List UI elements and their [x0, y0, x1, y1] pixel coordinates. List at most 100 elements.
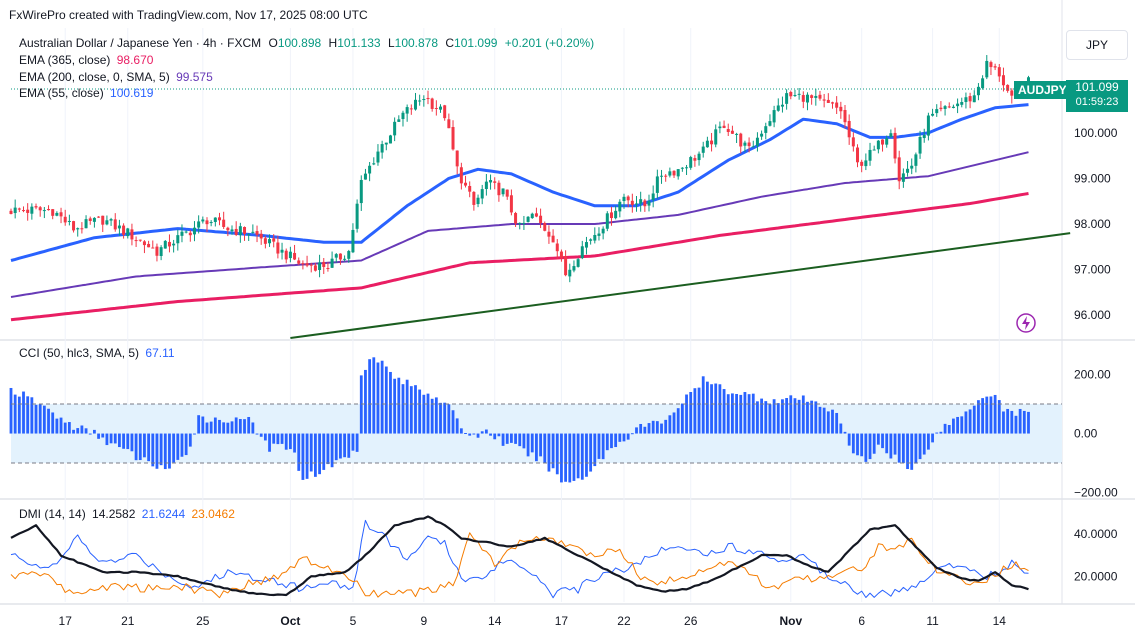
candle-body	[822, 99, 826, 101]
cci-bar	[851, 433, 855, 454]
candle-body	[534, 213, 538, 217]
candle-body	[726, 129, 730, 133]
ema365-legend[interactable]: EMA (365, close) 98.670	[19, 53, 153, 68]
candle-body	[363, 173, 367, 180]
candle-body	[97, 216, 101, 218]
candle-body	[409, 108, 413, 110]
candle-body	[755, 137, 759, 146]
candle-body	[735, 133, 739, 135]
cci-bar	[535, 433, 538, 462]
cci-bar	[263, 433, 267, 441]
cci-bar	[839, 423, 843, 434]
candle-body	[785, 93, 789, 104]
cci-legend[interactable]: CCI (50, hlc3, SMA, 5) 67.11	[19, 346, 175, 361]
cci-bar	[635, 427, 638, 434]
candle-body	[889, 133, 893, 138]
candle-body	[676, 169, 680, 177]
cci-bar	[972, 405, 976, 434]
candle-body	[397, 119, 401, 122]
candle-body	[113, 219, 117, 230]
cci-bar	[334, 433, 338, 461]
candle-body	[876, 140, 880, 150]
candle-body	[981, 78, 985, 89]
candle-body	[455, 150, 459, 167]
candle-body	[184, 231, 188, 233]
candle-body	[630, 200, 634, 205]
cci-bar	[122, 433, 125, 449]
cci-bar	[109, 433, 113, 444]
candle-body	[47, 208, 51, 211]
ema55-line	[10, 103, 1029, 262]
time-tick-label: 17	[555, 614, 569, 628]
candle-body	[26, 209, 30, 213]
candle-body	[897, 157, 901, 182]
candles-layer	[9, 55, 1030, 283]
cci-bar	[689, 392, 693, 434]
symbol-legend[interactable]: Australian Dollar / Japanese Yen · 4h · …	[19, 36, 595, 50]
candle-body	[197, 221, 201, 228]
candle-body	[689, 157, 693, 168]
dmi-tick-label: 40.0000	[1074, 527, 1118, 541]
cci-bar	[610, 433, 613, 449]
cci-bar	[685, 394, 688, 434]
candle-body	[818, 94, 822, 99]
candle-body	[618, 201, 622, 212]
cci-bar	[714, 383, 718, 434]
candle-body	[839, 106, 843, 112]
candle-body	[501, 188, 505, 195]
cci-bar	[347, 433, 351, 458]
cci-bar	[276, 433, 280, 445]
candle-body	[476, 197, 480, 205]
trendline-layer[interactable]	[290, 232, 1071, 339]
candle-body	[593, 234, 597, 241]
cci-bar	[268, 433, 271, 452]
ema55-legend[interactable]: EMA (55, close) 100.619	[19, 86, 153, 101]
candle-body	[443, 105, 447, 119]
cci-bar	[101, 433, 105, 438]
cci-bar	[614, 433, 618, 448]
cci-bar	[831, 409, 834, 434]
cci-bar	[835, 412, 839, 434]
candle-body	[764, 126, 768, 133]
candle-body	[155, 246, 159, 256]
candle-body	[351, 229, 355, 253]
candle-body	[309, 264, 313, 266]
candle-body	[234, 228, 238, 235]
cci-bar	[605, 433, 609, 451]
candle-body	[664, 175, 668, 177]
cci-bar	[464, 433, 467, 435]
candle-body	[205, 220, 209, 225]
cci-bar	[188, 433, 192, 447]
cci-bar	[309, 433, 313, 472]
candle-body	[372, 163, 376, 165]
cci-bar	[113, 433, 117, 444]
candle-body	[639, 199, 643, 204]
candle-body	[730, 130, 734, 134]
cci-bar	[668, 415, 672, 434]
currency-button[interactable]: JPY	[1066, 30, 1128, 60]
candle-body	[935, 109, 939, 114]
cci-bar	[564, 433, 568, 482]
cci-bar	[781, 399, 784, 434]
cci-bar	[389, 371, 392, 434]
ema200-legend[interactable]: EMA (200, close, 0, SMA, 5) 99.575	[19, 70, 213, 85]
ema365-value: 98.670	[116, 53, 154, 67]
candle-body	[80, 228, 84, 230]
candle-body	[947, 106, 951, 108]
cci-bar	[238, 419, 242, 434]
cci-bar	[55, 418, 59, 434]
cci-bar	[9, 387, 13, 434]
flash-icon[interactable]	[1016, 313, 1036, 333]
candle-body	[263, 238, 267, 244]
cci-bar	[197, 415, 201, 434]
dmi-legend[interactable]: DMI (14, 14) 14.2582 21.6244 23.0462	[19, 507, 235, 522]
candle-body	[564, 256, 568, 276]
cci-bar	[326, 433, 330, 465]
cci-bar	[47, 408, 50, 434]
cci-bar	[1010, 410, 1014, 434]
cci-bar	[251, 422, 255, 434]
grid-layer	[0, 0, 1135, 605]
cci-bar	[455, 418, 459, 434]
cci-bar	[205, 422, 209, 434]
